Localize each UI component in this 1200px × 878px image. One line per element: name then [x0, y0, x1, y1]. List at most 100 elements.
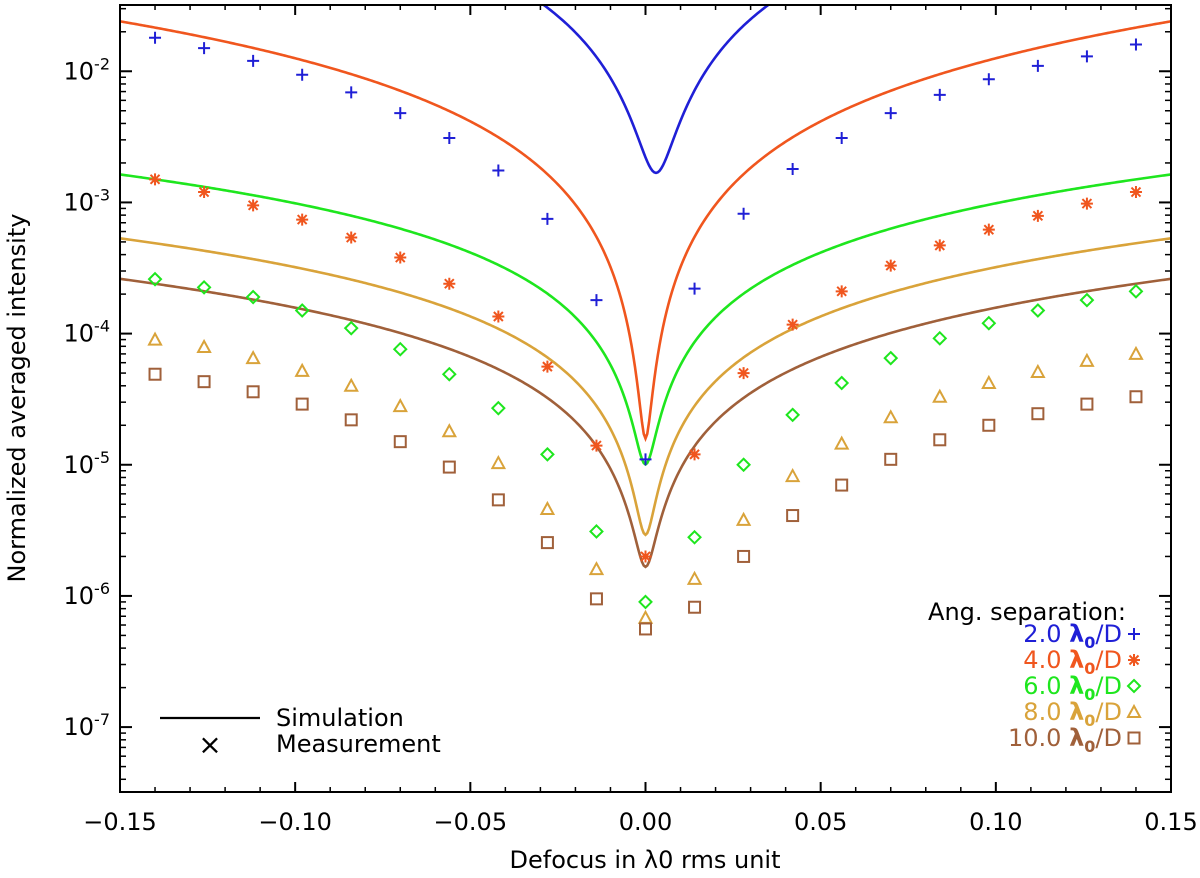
measurement-point [198, 42, 211, 55]
plot-frame [119, 4, 1172, 793]
marker-shape [1080, 197, 1093, 210]
measurement-point [933, 433, 947, 447]
measurement-point [688, 282, 701, 295]
measurement-point [932, 330, 948, 346]
marker-shape [541, 360, 554, 373]
x-tick-label: 0.15 [1144, 808, 1197, 836]
marker-shape [933, 239, 946, 252]
measurement-point [1129, 186, 1142, 199]
measurement-point [933, 88, 946, 101]
measurement-point [147, 331, 163, 346]
marker-shape [736, 457, 752, 473]
measurement-point [786, 162, 799, 175]
measurement-point [345, 231, 358, 244]
marker-shape [834, 435, 850, 450]
measurement-markers-group [147, 31, 1144, 636]
simulation-curve [541, 5, 771, 175]
simulation-legend-label: Simulation [276, 704, 404, 732]
measurement-point [541, 212, 554, 225]
marker-shape [835, 285, 848, 298]
marker-shape [441, 366, 457, 382]
measurement-point [786, 318, 799, 331]
measurement-point [441, 423, 457, 438]
marker-shape [345, 86, 358, 99]
marker-shape [1031, 59, 1044, 72]
measurement-point [737, 207, 750, 220]
measurement-point [491, 493, 505, 507]
marker-shape [148, 367, 162, 381]
measurement-point [637, 609, 654, 624]
measurement-point [981, 374, 997, 390]
measurement-point [884, 452, 898, 466]
simulation-curve [120, 277, 1171, 569]
measurement-point [294, 362, 310, 377]
marker-shape [1126, 678, 1142, 694]
y-tick-exponent: -4 [94, 317, 110, 336]
legend-separation-value: 10.0 [1008, 724, 1069, 752]
measurement-point [196, 279, 212, 295]
marker-shape [737, 549, 751, 563]
marker-shape [392, 398, 408, 413]
marker-shape [294, 362, 310, 377]
measurement-point [737, 367, 750, 380]
measurement-point [392, 341, 408, 357]
marker-shape [590, 439, 603, 452]
measurement-point [345, 86, 358, 99]
marker-shape [933, 88, 946, 101]
marker-shape [1128, 628, 1140, 640]
marker-shape [392, 341, 408, 357]
marker-shape [1129, 186, 1142, 199]
legend-lambda-subscript: 0 [1084, 711, 1095, 730]
measurement-point [1080, 50, 1093, 63]
legend-entry-label: 10.0 λ0/D [1008, 724, 1122, 756]
measurement-point [982, 223, 995, 236]
measurement-point [736, 457, 752, 473]
marker-shape [343, 320, 359, 336]
legend-entry-marker [1127, 731, 1141, 745]
measurement-legend-symbol: × [198, 728, 221, 761]
measurement-point [490, 454, 507, 470]
simulation-curves-group [120, 5, 1171, 569]
marker-shape [443, 277, 456, 290]
legend-entry-label: 8.0 λ0/D [1023, 698, 1122, 730]
marker-shape [344, 413, 358, 427]
separation-legend: Ang. separation: 2.0 λ0/D4.0 λ0/D6.0 λ0/… [928, 598, 1142, 756]
marker-shape [147, 271, 163, 287]
marker-shape [835, 478, 849, 492]
measurement-point [443, 131, 456, 144]
marker-shape [1128, 345, 1144, 360]
legend-lambda: λ [1069, 724, 1084, 752]
type-legend: Simulation × Measurement [160, 704, 441, 761]
marker-shape [834, 375, 850, 391]
marker-shape [588, 561, 605, 576]
measurement-point [540, 536, 554, 550]
legend-unit-rest: /D [1095, 672, 1122, 700]
measurement-point [982, 418, 996, 432]
measurement-point [933, 239, 946, 252]
measurement-series [147, 331, 1144, 624]
marker-shape [198, 42, 211, 55]
measurement-point [639, 550, 652, 563]
measurement-point [198, 186, 211, 199]
legend-lambda: λ [1069, 646, 1084, 674]
legend-title: Ang. separation: [928, 598, 1126, 626]
legend-separation-value: 6.0 [1023, 672, 1069, 700]
measurement-point [295, 397, 309, 411]
y-tick-label: 10-2 [64, 54, 111, 85]
x-label-text: Defocus in λ0 rms unit [510, 846, 781, 874]
marker-shape [394, 107, 407, 120]
axes-group: −0.15 −0.10 −0.05 0.00 0.05 0.10 0.1510-210-31… [64, 5, 1198, 836]
measurement-point [884, 259, 897, 272]
x-tick-label: 0.00 [619, 808, 672, 836]
measurement-point [148, 367, 162, 381]
measurement-point [834, 375, 850, 391]
marker-shape [149, 173, 162, 186]
marker-shape [442, 460, 456, 474]
measurement-point [688, 600, 702, 614]
marker-shape [786, 509, 800, 523]
marker-shape [492, 164, 505, 177]
measurement-series [149, 31, 1142, 466]
marker-shape [1126, 703, 1142, 718]
x-axis-label: Defocus in λ0 rms unit [510, 846, 781, 874]
y-tick-label: 10-7 [64, 710, 111, 741]
